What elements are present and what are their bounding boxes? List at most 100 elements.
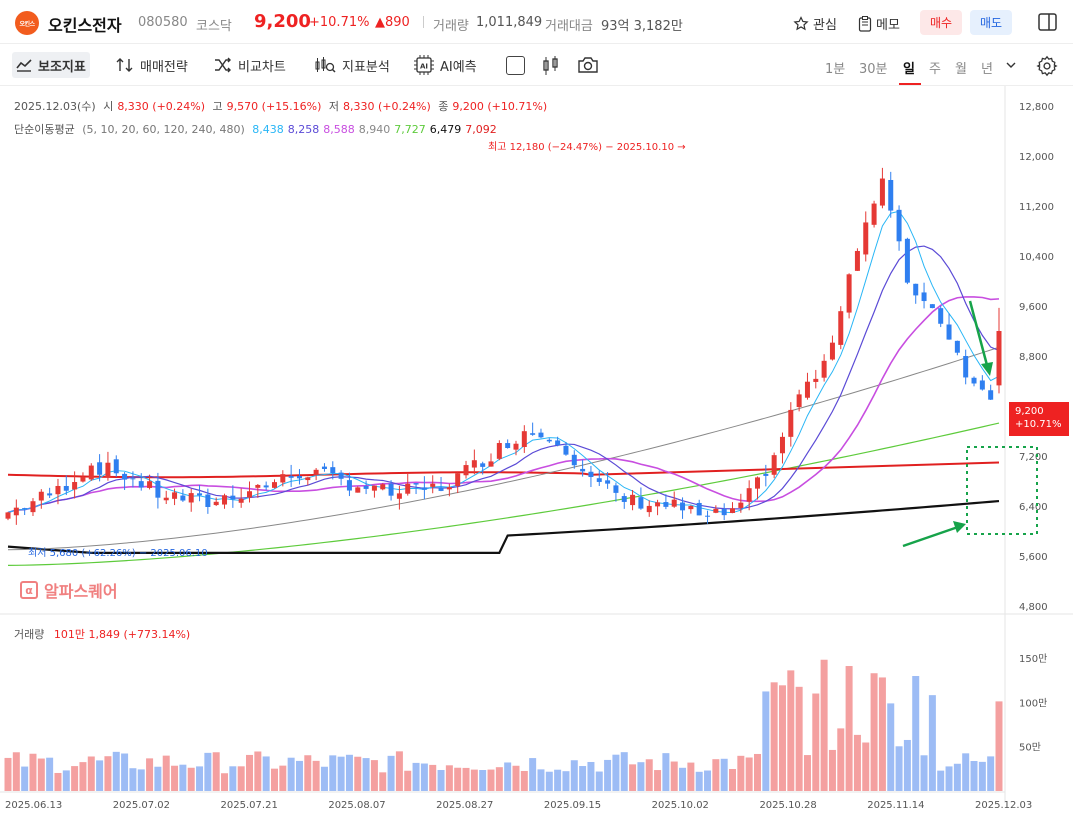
price-chart[interactable]: 12,80012,00011,20010,4009,6008,8008,0007…: [0, 86, 1073, 823]
y-tick-label: 11,200: [1019, 202, 1054, 213]
candle-body: [138, 481, 144, 488]
camera-icon[interactable]: [577, 56, 599, 74]
tool-indicators[interactable]: 보조지표: [12, 52, 90, 78]
candle-body: [188, 493, 194, 503]
volume-bar: [937, 770, 945, 791]
volume-bar: [437, 769, 445, 791]
volume-bar: [370, 760, 378, 791]
candle-body: [130, 478, 136, 480]
volume-bar: [778, 685, 786, 791]
volume-bar: [487, 769, 495, 791]
volume-bar: [470, 769, 478, 791]
tool-label: 매매전략: [140, 59, 188, 75]
candle-body: [22, 508, 28, 510]
x-tick-label: 2025.09.15: [544, 800, 601, 811]
volume-bar: [654, 770, 662, 791]
candle-body: [530, 433, 536, 435]
candle-body: [754, 477, 760, 489]
chart-canvas[interactable]: 12,80012,00011,20010,4009,6008,8008,0007…: [0, 86, 1073, 823]
candle-body: [555, 440, 561, 446]
panel-toggle-icon[interactable]: [1037, 12, 1059, 32]
watch-button[interactable]: 관심: [793, 14, 837, 33]
candle-body: [996, 331, 1002, 386]
candle-body: [105, 462, 111, 478]
volume-bar: [337, 756, 345, 791]
volume-bar: [595, 771, 603, 791]
period-30min[interactable]: 30분: [859, 62, 888, 77]
tool-analysis[interactable]: 지표분석: [310, 52, 394, 78]
volume-bar: [753, 753, 761, 791]
tool-ai-forecast[interactable]: AI AI예측: [410, 52, 481, 78]
candle-body: [113, 459, 119, 474]
candle-body: [771, 455, 777, 475]
volume-label: 거래량: [433, 19, 469, 34]
stock-name[interactable]: 오킨스전자: [48, 16, 122, 35]
candle-body: [205, 494, 211, 507]
volume-bar: [620, 752, 628, 791]
ma-values: 8,438 8,258 8,588 8,940 7,727 6,479 7,092: [252, 123, 501, 136]
candle-body: [763, 473, 769, 476]
volume-bar: [687, 762, 695, 791]
candle-body: [338, 472, 344, 479]
volume-bar: [196, 766, 204, 791]
candle-body: [605, 480, 611, 484]
ma480-line: [7, 461, 1000, 479]
ma-label: 단순이동평균: [14, 123, 75, 136]
candle-body: [97, 462, 103, 475]
candlestick-icon[interactable]: [542, 56, 560, 76]
volume-bar: [537, 769, 545, 791]
candle-body: [55, 485, 61, 495]
candle-body: [455, 473, 461, 486]
memo-button[interactable]: 메모: [858, 14, 900, 33]
candle-body: [263, 485, 269, 488]
candle-body: [913, 283, 919, 296]
stock-code: 080580: [138, 15, 188, 30]
period-1min[interactable]: 1분: [825, 62, 846, 77]
shuffle-icon: [215, 57, 231, 73]
candle-body: [238, 498, 244, 503]
volume-bar: [112, 751, 120, 791]
tool-compare[interactable]: 비교차트: [210, 52, 290, 78]
x-tick-label: 2025.06.13: [5, 800, 62, 811]
candle-body: [271, 482, 277, 488]
volume-bar: [878, 677, 886, 791]
candle-body: [730, 508, 736, 513]
annotation-arrowhead: [953, 521, 966, 533]
period-day[interactable]: 일: [903, 62, 915, 77]
period-week[interactable]: 주: [929, 62, 941, 77]
tool-strategy[interactable]: 매매전략: [112, 52, 192, 78]
close-label: 종: [438, 100, 449, 113]
volume-bar: [295, 760, 303, 791]
volume-bar: [928, 695, 936, 791]
amount-label: 거래대금: [545, 19, 593, 34]
volume-bar: [587, 761, 595, 791]
y-tick-label: 12,000: [1019, 152, 1054, 163]
gear-icon[interactable]: [1036, 55, 1058, 77]
volume-bar: [121, 753, 129, 791]
volume-bar: [137, 769, 145, 791]
sell-button[interactable]: 매도: [970, 10, 1012, 35]
chevron-down-icon[interactable]: [1006, 61, 1016, 69]
ma10-line: [7, 245, 1000, 513]
annotation-arrowhead: [981, 362, 993, 376]
volume-bar: [978, 761, 986, 791]
volume-bar: [4, 757, 12, 791]
watch-label: 관심: [813, 18, 837, 33]
current-price: 9,200: [254, 11, 311, 32]
candle-body: [471, 460, 477, 468]
candle-body: [446, 487, 452, 490]
candle-body: [222, 495, 228, 505]
candle-body: [571, 454, 577, 466]
candle-body: [30, 501, 36, 513]
candle-body: [13, 507, 19, 516]
period-year[interactable]: 년: [981, 62, 993, 77]
period-month[interactable]: 월: [955, 62, 967, 77]
candle-body: [155, 480, 161, 498]
toggle-checkbox[interactable]: [506, 56, 525, 75]
candle-body: [480, 463, 486, 467]
candle-body: [929, 304, 935, 309]
candle-body: [846, 274, 852, 313]
volume-bar: [870, 673, 878, 791]
candle-body: [255, 484, 261, 488]
buy-button[interactable]: 매수: [920, 10, 962, 35]
